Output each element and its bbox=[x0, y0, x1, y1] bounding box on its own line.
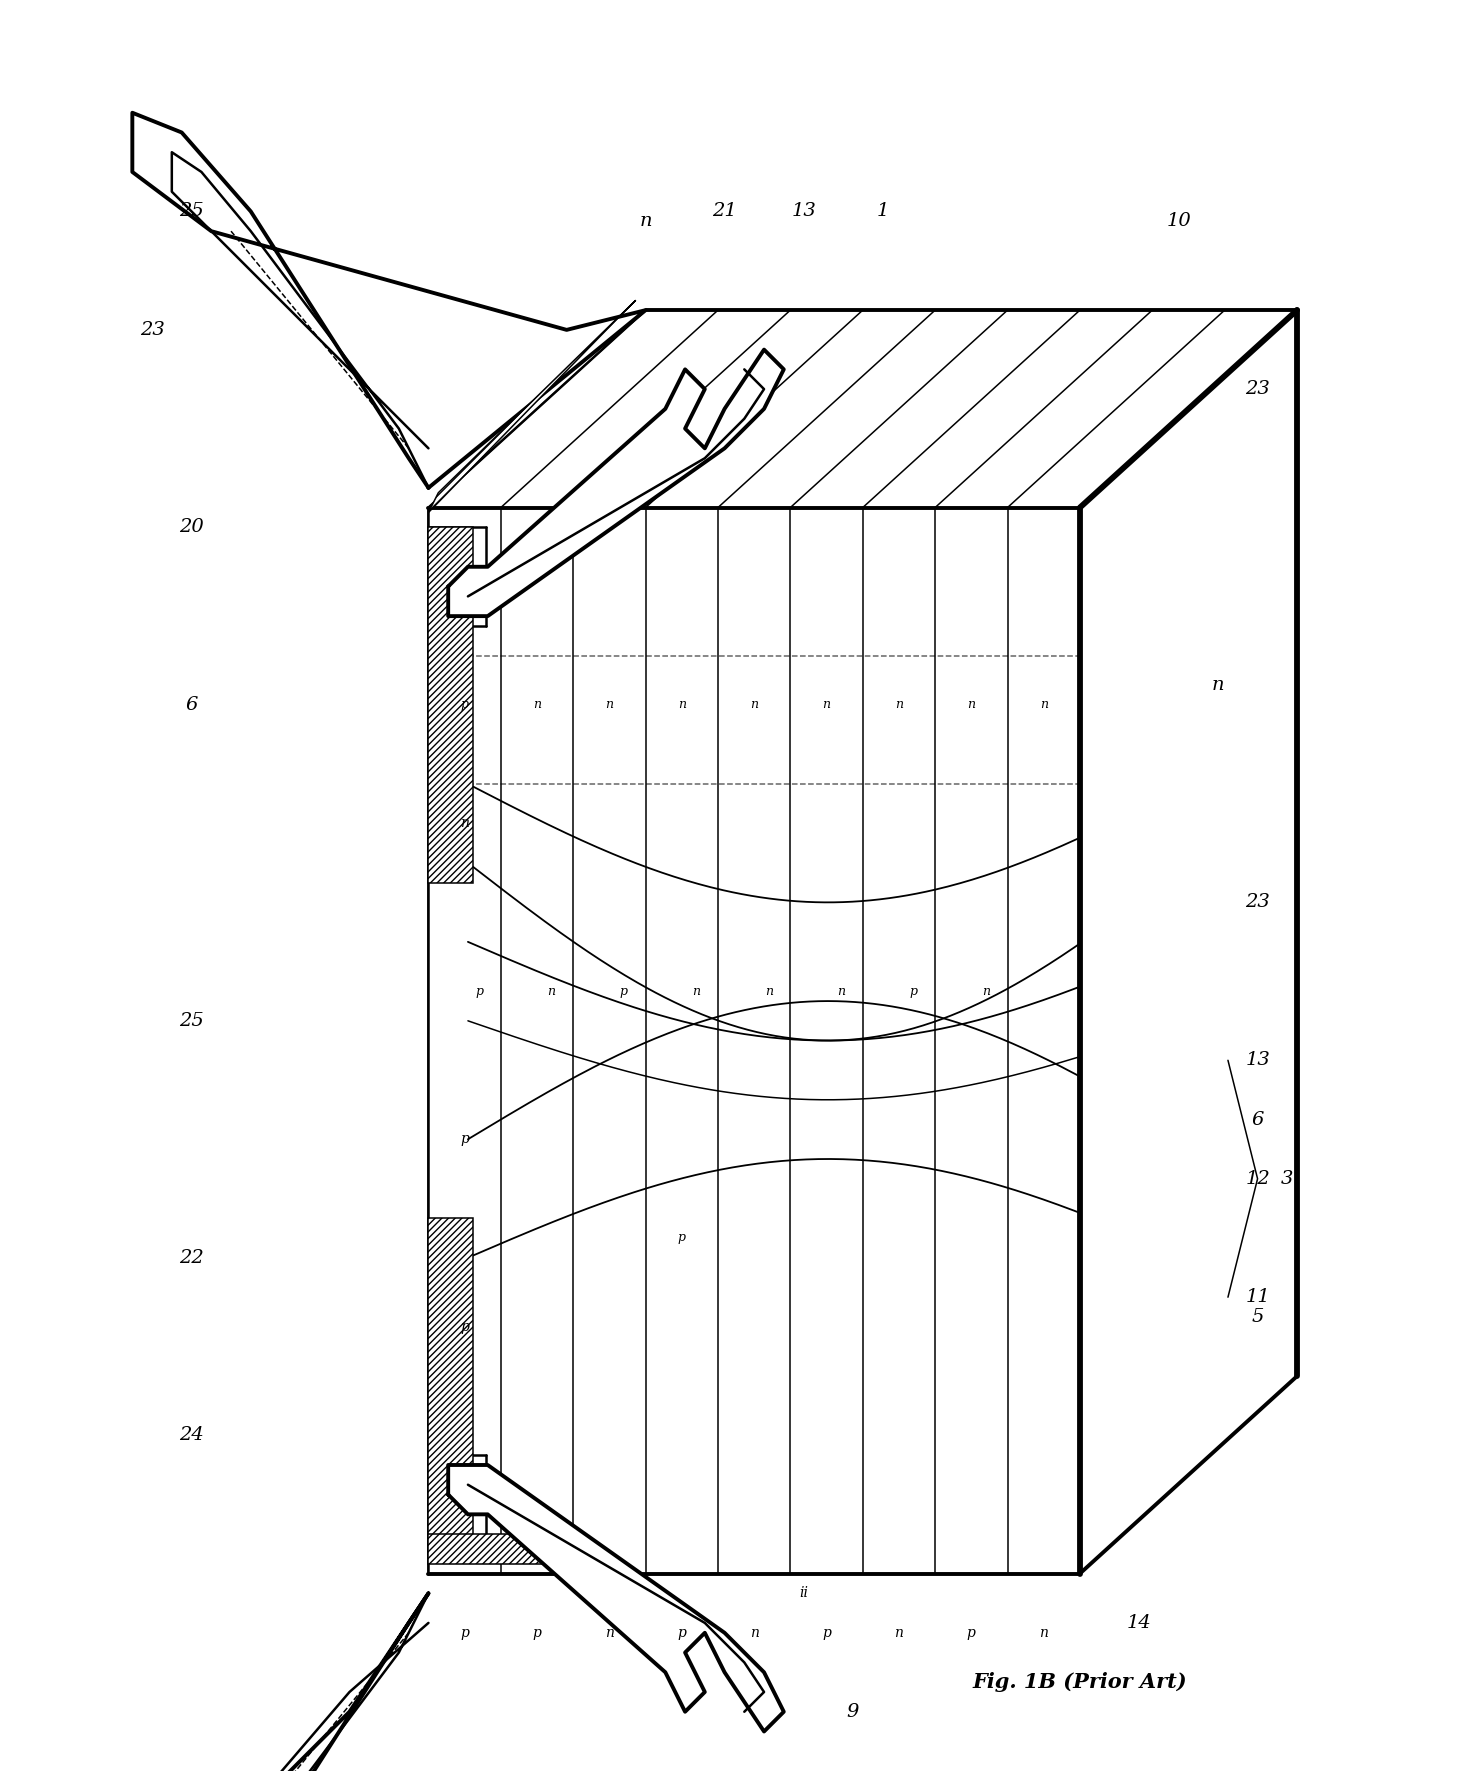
Text: p: p bbox=[460, 1626, 470, 1640]
Text: n: n bbox=[1212, 677, 1224, 694]
Text: p: p bbox=[476, 985, 483, 998]
Text: p: p bbox=[620, 985, 627, 998]
Text: n: n bbox=[894, 1626, 903, 1640]
Text: 6: 6 bbox=[1252, 1110, 1263, 1128]
Text: 23: 23 bbox=[1245, 892, 1269, 912]
Text: 9: 9 bbox=[846, 1703, 859, 1721]
Text: 13: 13 bbox=[791, 202, 816, 220]
Text: p: p bbox=[461, 698, 468, 712]
Text: p: p bbox=[909, 985, 918, 998]
Text: 25: 25 bbox=[179, 202, 204, 220]
Text: 20: 20 bbox=[179, 518, 204, 536]
Polygon shape bbox=[448, 350, 783, 616]
Text: n: n bbox=[823, 698, 830, 712]
Text: 23: 23 bbox=[140, 321, 165, 339]
Polygon shape bbox=[429, 1217, 473, 1553]
Text: n: n bbox=[605, 1626, 614, 1640]
Text: 25: 25 bbox=[179, 1012, 204, 1030]
Text: n: n bbox=[1039, 1626, 1048, 1640]
Text: 21: 21 bbox=[712, 202, 737, 220]
Polygon shape bbox=[133, 1594, 429, 1785]
Text: 13: 13 bbox=[1245, 1051, 1269, 1069]
Polygon shape bbox=[448, 1465, 783, 1731]
Text: n: n bbox=[982, 985, 989, 998]
Text: 14: 14 bbox=[1126, 1614, 1151, 1631]
Text: n: n bbox=[692, 985, 700, 998]
Polygon shape bbox=[429, 1533, 573, 1564]
Text: n: n bbox=[1040, 698, 1048, 712]
Text: 3: 3 bbox=[1281, 1169, 1293, 1187]
Text: ii: ii bbox=[800, 1587, 808, 1601]
Text: 5: 5 bbox=[1252, 1308, 1263, 1326]
Text: 10: 10 bbox=[1166, 212, 1191, 230]
Text: 23: 23 bbox=[1245, 380, 1269, 398]
Text: n: n bbox=[750, 1626, 759, 1640]
Text: p: p bbox=[460, 1132, 470, 1146]
Text: 6: 6 bbox=[185, 696, 198, 714]
Text: n: n bbox=[605, 698, 613, 712]
Text: n: n bbox=[837, 985, 845, 998]
Text: 1: 1 bbox=[877, 202, 889, 220]
Text: n: n bbox=[894, 698, 903, 712]
Text: p: p bbox=[460, 1319, 470, 1333]
Text: n: n bbox=[460, 816, 470, 830]
Polygon shape bbox=[429, 527, 473, 882]
Text: 24: 24 bbox=[179, 1426, 204, 1444]
Text: n: n bbox=[639, 212, 652, 230]
Text: 11: 11 bbox=[1245, 1289, 1269, 1307]
Polygon shape bbox=[429, 300, 636, 512]
Polygon shape bbox=[133, 112, 645, 487]
Text: 12: 12 bbox=[1245, 1169, 1269, 1187]
Text: n: n bbox=[765, 985, 773, 998]
Text: 22: 22 bbox=[179, 1250, 204, 1267]
Text: p: p bbox=[677, 1626, 686, 1640]
Text: p: p bbox=[533, 1626, 541, 1640]
Text: n: n bbox=[750, 698, 759, 712]
Text: p: p bbox=[967, 1626, 976, 1640]
Text: Fig. 1B (Prior Art): Fig. 1B (Prior Art) bbox=[973, 1673, 1188, 1692]
Text: n: n bbox=[678, 698, 686, 712]
Text: p: p bbox=[678, 1232, 686, 1244]
Text: n: n bbox=[533, 698, 541, 712]
Text: p: p bbox=[821, 1626, 832, 1640]
Text: n: n bbox=[967, 698, 975, 712]
Text: n: n bbox=[547, 985, 556, 998]
